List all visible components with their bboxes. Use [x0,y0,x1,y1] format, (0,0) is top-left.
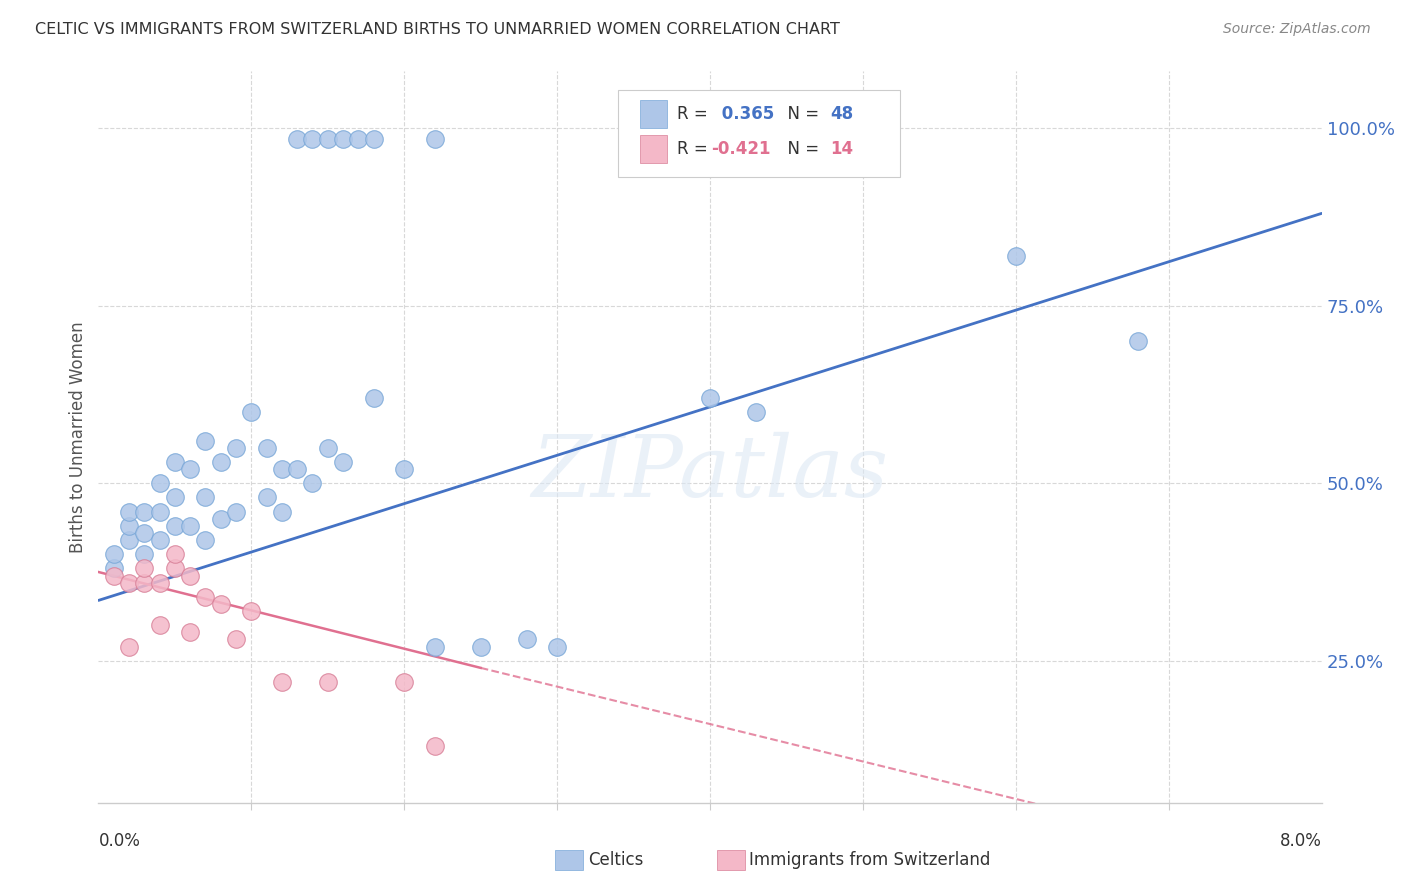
Point [194,491,217,505]
Point [423,739,446,753]
Y-axis label: Births to Unmarried Women: Births to Unmarried Women [69,321,87,553]
Point [516,632,538,647]
Point [423,132,446,146]
Point [149,618,172,632]
Text: 8.0%: 8.0% [1279,832,1322,850]
Point [118,640,141,654]
Text: N =: N = [778,140,825,158]
Point [194,533,217,547]
Point [285,462,308,476]
Point [316,441,339,455]
Point [347,132,370,146]
Text: N =: N = [778,104,825,123]
FancyBboxPatch shape [619,90,900,178]
Point [301,476,323,491]
Point [209,597,232,611]
Point [118,533,141,547]
Point [179,625,201,640]
Point [134,525,156,540]
Point [103,568,125,582]
Point [270,462,294,476]
Text: Source: ZipAtlas.com: Source: ZipAtlas.com [1223,22,1371,37]
FancyBboxPatch shape [640,100,668,128]
Point [194,434,217,448]
Point [149,505,172,519]
Point [240,405,263,419]
Point [134,505,156,519]
Point [1004,249,1026,263]
Point [118,505,141,519]
Point [134,547,156,561]
Point [163,455,186,469]
Point [134,561,156,575]
Point [316,675,339,690]
Point [699,391,721,405]
Point [179,462,201,476]
Point [363,391,385,405]
Point [103,561,125,575]
Point [392,462,416,476]
Point [240,604,263,618]
Point [745,405,768,419]
Point [225,441,247,455]
Point [149,476,172,491]
Point [149,533,172,547]
Point [163,547,186,561]
Text: R =: R = [678,140,713,158]
Point [423,640,446,654]
Point [1128,334,1150,349]
Text: 14: 14 [830,140,853,158]
Point [363,132,385,146]
Point [163,519,186,533]
Point [392,675,416,690]
Point [256,441,278,455]
Text: Immigrants from Switzerland: Immigrants from Switzerland [749,851,991,869]
Point [118,575,141,590]
Point [118,519,141,533]
Text: ZIPatlas: ZIPatlas [531,433,889,515]
Point [546,640,568,654]
Point [470,640,492,654]
Point [332,455,354,469]
Point [316,132,339,146]
Point [163,561,186,575]
Point [270,675,294,690]
Point [149,575,172,590]
Text: -0.421: -0.421 [711,140,770,158]
Point [134,575,156,590]
FancyBboxPatch shape [640,135,668,162]
Point [194,590,217,604]
Text: 48: 48 [830,104,853,123]
Point [209,512,232,526]
Point [225,505,247,519]
Text: CELTIC VS IMMIGRANTS FROM SWITZERLAND BIRTHS TO UNMARRIED WOMEN CORRELATION CHAR: CELTIC VS IMMIGRANTS FROM SWITZERLAND BI… [35,22,839,37]
Point [285,132,308,146]
Text: Celtics: Celtics [588,851,643,869]
Text: 0.0%: 0.0% [98,832,141,850]
Point [179,568,201,582]
Text: R =: R = [678,104,713,123]
Point [270,505,294,519]
Point [332,132,354,146]
Point [209,455,232,469]
Point [225,632,247,647]
Point [179,519,201,533]
Point [301,132,323,146]
Point [103,547,125,561]
Text: 0.365: 0.365 [716,104,775,123]
Point [163,491,186,505]
Point [256,491,278,505]
